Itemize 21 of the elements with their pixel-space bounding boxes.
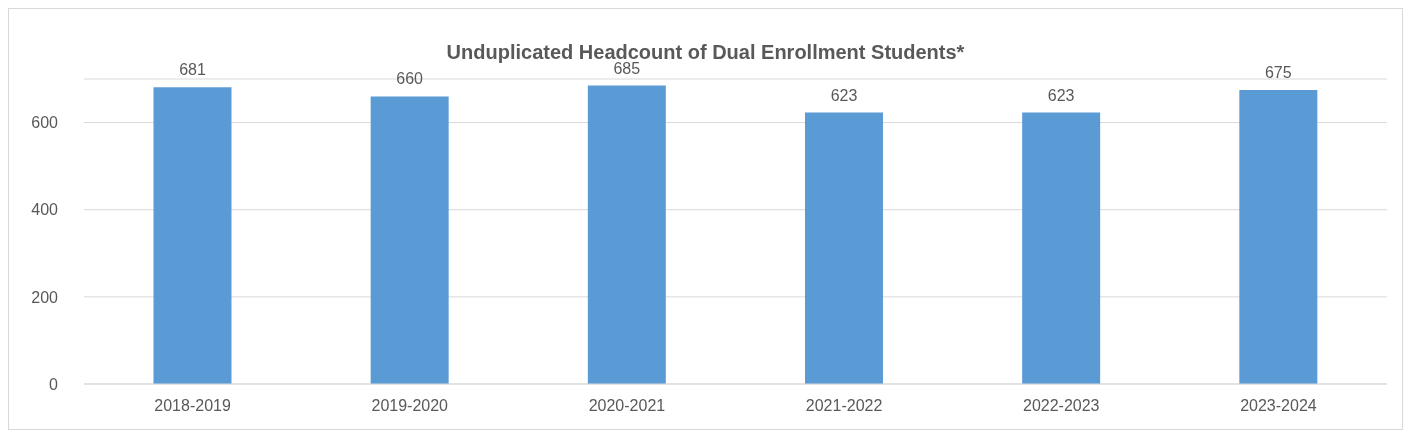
data-label: 660 — [396, 70, 424, 88]
x-tick-label: 2022-2023 — [1022, 397, 1100, 415]
x-tick-label: 2023-2024 — [1240, 397, 1317, 415]
x-tick-label: 2020-2021 — [588, 397, 666, 415]
bar — [153, 87, 232, 384]
data-label: 623 — [1047, 86, 1075, 104]
data-label: 623 — [830, 86, 858, 104]
bar — [804, 112, 883, 384]
x-tick-label: 2021-2022 — [805, 397, 883, 415]
data-label: 681 — [179, 61, 206, 79]
y-tick-label: 600 — [31, 114, 59, 132]
x-tick-label: 2018-2019 — [154, 397, 231, 415]
bar — [1239, 89, 1318, 384]
data-label: 675 — [1264, 63, 1292, 81]
bar — [587, 85, 666, 384]
y-tick-label: 400 — [31, 201, 59, 219]
y-tick-label: 0 — [49, 375, 59, 393]
bar — [1022, 112, 1101, 384]
x-tick-label: 2019-2020 — [371, 397, 449, 415]
y-tick-label: 200 — [31, 288, 59, 306]
bar — [370, 96, 449, 384]
